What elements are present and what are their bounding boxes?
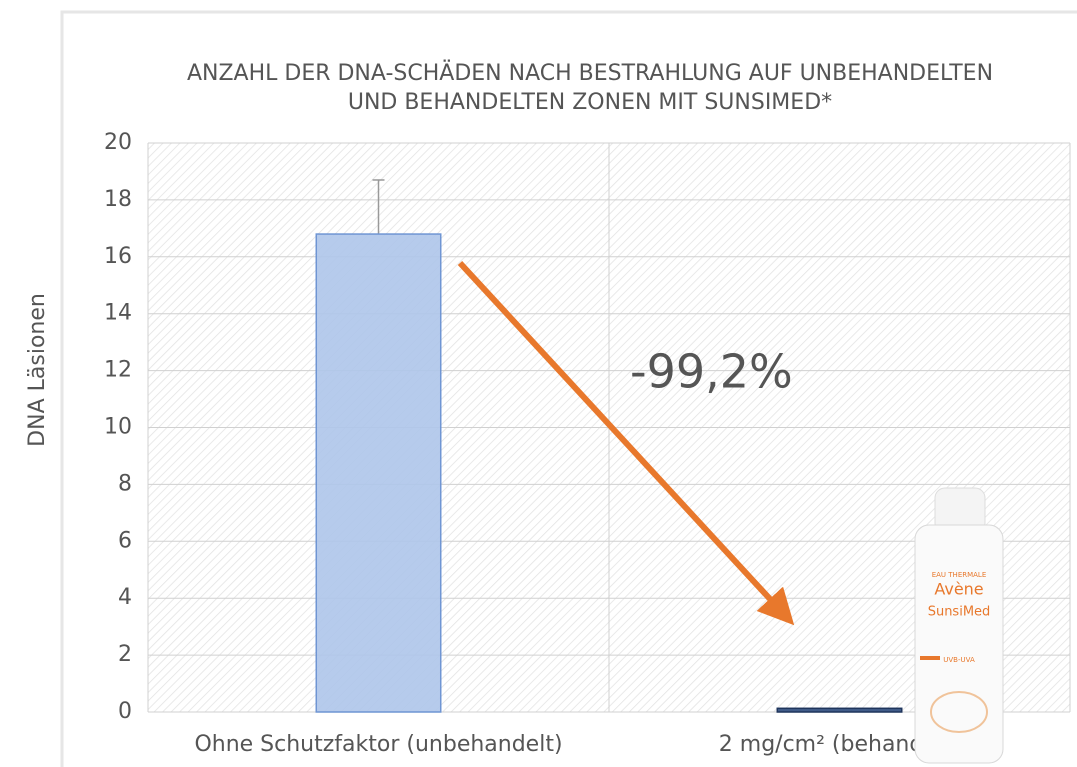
product-text: SunsiMed — [928, 605, 991, 620]
page: ANZAHL DER DNA-SCHÄDEN NACH BESTRAHLUNG … — [0, 0, 1077, 767]
bar — [777, 708, 901, 712]
y-tick-label: 6 — [118, 528, 132, 553]
y-tick-label: 2 — [118, 642, 132, 667]
chart-title: ANZAHL DER DNA-SCHÄDEN NACH BESTRAHLUNG … — [187, 60, 993, 86]
product-stripe — [920, 656, 940, 660]
y-tick-label: 12 — [104, 358, 132, 383]
chart-title: UND BEHANDELTEN ZONEN MIT SUNSIMED* — [348, 90, 832, 115]
y-tick-label: 10 — [104, 415, 132, 440]
y-tick-label: 0 — [118, 699, 132, 724]
product-text: EAU THERMALE — [932, 571, 987, 579]
annotation: -99,2% — [630, 345, 793, 399]
y-tick-label: 20 — [104, 130, 132, 155]
y-tick-label: 16 — [104, 244, 132, 269]
bottle — [915, 525, 1003, 763]
chart: ANZAHL DER DNA-SCHÄDEN NACH BESTRAHLUNG … — [0, 0, 1077, 767]
y-tick-label: 14 — [104, 301, 132, 326]
bar — [316, 234, 440, 712]
y-axis-label: DNA Läsionen — [25, 293, 50, 447]
product-text: Avène — [934, 580, 983, 599]
y-tick-label: 18 — [104, 187, 132, 212]
product-text: UVB-UVA — [943, 656, 975, 664]
x-tick-label: Ohne Schutzfaktor (unbehandelt) — [194, 732, 562, 757]
y-tick-label: 4 — [118, 585, 132, 610]
y-tick-label: 8 — [118, 471, 132, 496]
